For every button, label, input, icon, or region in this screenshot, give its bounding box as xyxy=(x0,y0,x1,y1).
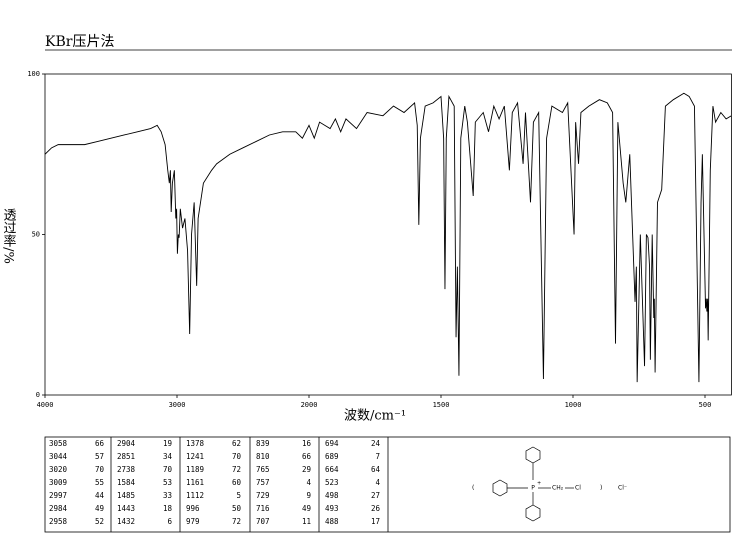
peak-transmittance: 19 xyxy=(163,439,172,448)
group-label: CH₂ xyxy=(552,485,564,492)
peak-wavenumber: 3009 xyxy=(49,478,67,487)
peak-wavenumber: 1584 xyxy=(117,478,136,487)
peak-transmittance: 18 xyxy=(163,504,173,513)
peak-wavenumber: 3044 xyxy=(49,452,68,461)
peak-transmittance: 27 xyxy=(371,491,380,500)
x-tick-label: 2000 xyxy=(301,401,318,409)
y-tick-label: 100 xyxy=(27,70,40,78)
x-tick-label: 500 xyxy=(699,401,712,409)
charge-label: + xyxy=(537,481,541,487)
peak-transmittance: 33 xyxy=(163,491,172,500)
peak-wavenumber: 839 xyxy=(256,439,270,448)
plot-frame xyxy=(44,73,732,396)
peak-transmittance: 11 xyxy=(302,517,311,526)
structure: ( P + CH₂ Cl ) Cl⁻ xyxy=(472,481,627,492)
peak-wavenumber: 2904 xyxy=(117,439,136,448)
y-tick-label: 50 xyxy=(32,231,40,239)
table-dividers xyxy=(110,437,389,532)
peak-wavenumber: 979 xyxy=(186,517,200,526)
peak-wavenumber: 1485 xyxy=(117,491,135,500)
peak-wavenumber: 1112 xyxy=(186,491,204,500)
peak-wavenumber: 2997 xyxy=(49,491,67,500)
peak-transmittance: 26 xyxy=(371,504,381,513)
peak-wavenumber: 3058 xyxy=(49,439,68,448)
peak-wavenumber: 3020 xyxy=(49,465,68,474)
peak-transmittance: 70 xyxy=(95,465,105,474)
atom-label: P xyxy=(531,485,535,492)
counterion-label: Cl⁻ xyxy=(618,485,627,492)
peak-wavenumber: 1443 xyxy=(117,504,135,513)
peak-transmittance: 7 xyxy=(375,452,380,461)
peak-wavenumber: 523 xyxy=(325,478,339,487)
peak-wavenumber: 1378 xyxy=(186,439,205,448)
peak-wavenumber: 2958 xyxy=(49,517,68,526)
peak-transmittance: 9 xyxy=(306,491,311,500)
bracket: ) xyxy=(600,485,602,492)
peak-transmittance: 57 xyxy=(95,452,104,461)
peak-transmittance: 4 xyxy=(375,478,380,487)
peak-transmittance: 70 xyxy=(232,452,242,461)
peak-wavenumber: 1161 xyxy=(186,478,204,487)
peak-transmittance: 64 xyxy=(371,465,381,474)
peak-transmittance: 72 xyxy=(232,465,241,474)
peak-wavenumber: 716 xyxy=(256,504,270,513)
peak-transmittance: 17 xyxy=(371,517,380,526)
atom-label: Cl xyxy=(575,485,581,492)
peak-transmittance: 44 xyxy=(95,491,105,500)
peak-transmittance: 53 xyxy=(163,478,172,487)
peak-transmittance: 50 xyxy=(232,504,242,513)
peak-wavenumber: 996 xyxy=(186,504,200,513)
peak-wavenumber: 757 xyxy=(256,478,270,487)
peak-wavenumber: 1241 xyxy=(186,452,204,461)
peak-transmittance: 6 xyxy=(167,517,172,526)
peak-transmittance: 70 xyxy=(163,465,173,474)
peak-transmittance: 5 xyxy=(236,491,241,500)
peak-transmittance: 49 xyxy=(95,504,104,513)
peak-wavenumber: 493 xyxy=(325,504,339,513)
structure-bonds xyxy=(492,446,574,522)
peak-transmittance: 62 xyxy=(232,439,241,448)
peak-wavenumber: 810 xyxy=(256,452,270,461)
bracket: ( xyxy=(472,485,474,492)
chart-title: KBr压片法 xyxy=(45,34,114,50)
peak-transmittance: 52 xyxy=(95,517,104,526)
peak-wavenumber: 765 xyxy=(256,465,270,474)
peak-transmittance: 66 xyxy=(95,439,105,448)
peak-transmittance: 72 xyxy=(232,517,241,526)
peak-wavenumber: 664 xyxy=(325,465,339,474)
spectrum-line xyxy=(44,92,732,383)
peak-wavenumber: 2851 xyxy=(117,452,135,461)
peak-wavenumber: 498 xyxy=(325,491,339,500)
peak-transmittance: 66 xyxy=(302,452,312,461)
peak-transmittance: 24 xyxy=(371,439,381,448)
peak-wavenumber: 2984 xyxy=(49,504,68,513)
x-tick-label: 1000 xyxy=(565,401,582,409)
peak-transmittance: 34 xyxy=(163,452,173,461)
peak-transmittance: 4 xyxy=(306,478,311,487)
peak-wavenumber: 694 xyxy=(325,439,339,448)
peak-transmittance: 16 xyxy=(302,439,312,448)
x-axis-label: 波数/cm⁻¹ xyxy=(344,409,406,424)
peak-wavenumber: 488 xyxy=(325,517,339,526)
peak-transmittance: 49 xyxy=(302,504,311,513)
y-axis-label: 透过率/% xyxy=(1,208,17,264)
x-tick-label: 1500 xyxy=(433,401,450,409)
peak-wavenumber: 1432 xyxy=(117,517,135,526)
peak-wavenumber: 1189 xyxy=(186,465,204,474)
x-tick-label: 3000 xyxy=(169,401,186,409)
peak-wavenumber: 729 xyxy=(256,491,270,500)
table-frame xyxy=(44,436,731,533)
x-tick-label: 4000 xyxy=(37,401,54,409)
peak-transmittance: 29 xyxy=(302,465,311,474)
peak-wavenumber: 2738 xyxy=(117,465,136,474)
y-tick-label: 0 xyxy=(36,391,40,399)
peak-wavenumber: 689 xyxy=(325,452,339,461)
peak-wavenumber: 707 xyxy=(256,517,270,526)
peak-transmittance: 55 xyxy=(95,478,104,487)
peak-transmittance: 60 xyxy=(232,478,242,487)
